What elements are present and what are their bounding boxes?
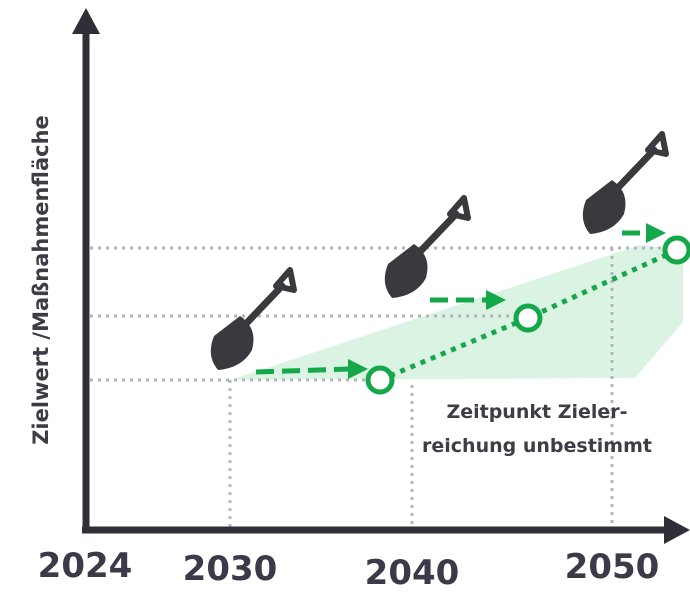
x-label: 2024 (38, 546, 133, 586)
arrow-head (486, 290, 506, 310)
x-label: 2040 (365, 553, 460, 593)
arrow-head (646, 223, 666, 243)
y-axis-label: Zielwert /Maßnahmenfläche (29, 115, 53, 445)
shovel-icon (211, 270, 294, 370)
annotation: Zeitpunkt Zieler- (446, 401, 627, 423)
target-point (365, 365, 395, 395)
target-point (662, 235, 690, 265)
x-arrow (664, 516, 690, 544)
annotation: reichung unbestimmt (422, 435, 652, 457)
shovel-icon (583, 134, 666, 234)
y-arrow (72, 8, 100, 34)
x-label: 2030 (183, 549, 278, 589)
guides (90, 246, 676, 528)
x-label: 2050 (565, 547, 660, 587)
arrow-head (348, 359, 368, 379)
uncertainty-area (230, 245, 683, 380)
shovel-icon (385, 198, 468, 298)
dashed-arrow (255, 366, 351, 375)
target-point (513, 303, 543, 333)
